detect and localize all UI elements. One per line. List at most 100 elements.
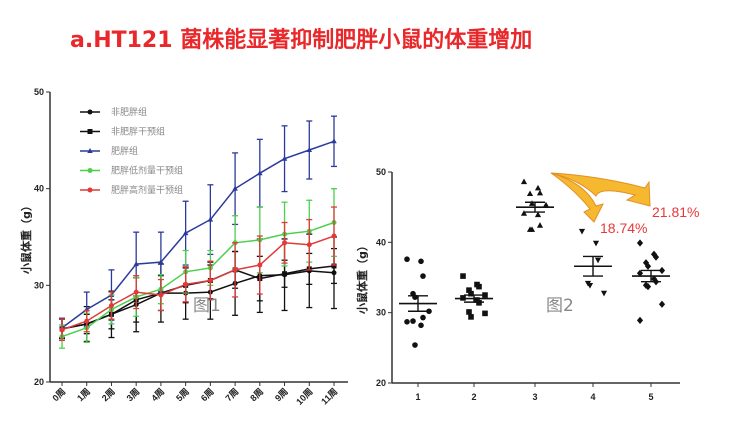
group-2 [455,273,493,320]
group-4 [574,228,612,297]
x-tick-label: 4周 [149,386,166,403]
series-line [61,235,335,331]
line-chart: 20 30 40 50 0周 1周 2周 3周 4周 5周 6周 7周 8周 9周 10周 11周 小鼠体重（g… [19,87,348,407]
data-point [466,309,472,315]
data-point [412,342,418,348]
data-point [526,190,534,197]
data-point [652,253,660,261]
data-point [636,316,644,325]
figure-label: 图2 [546,296,574,316]
data-point [306,242,312,248]
series-line [61,221,335,338]
x-tick-label: 9周 [273,386,290,403]
data-point [482,292,488,298]
legend-marker [87,129,93,134]
data-point [410,318,416,324]
data-point [282,271,288,277]
legend-label: 肥胖低剂量干预组 [111,165,183,177]
data-point [158,259,164,265]
legend-label: 肥胖组 [111,145,138,157]
series-0 [59,233,337,343]
data-point [418,322,424,329]
data-point [592,240,600,247]
data-point [578,228,586,235]
data-point [520,210,528,216]
legend-marker [87,187,93,193]
group-5 [632,239,670,325]
data-point [476,283,482,290]
legend-marker [87,148,93,153]
data-point [207,216,214,222]
data-point [232,267,238,273]
data-point [528,200,536,206]
data-point [331,263,337,269]
data-point [418,258,424,265]
data-point [536,222,544,228]
data-point [520,178,528,185]
data-point [306,147,313,152]
data-point [183,281,189,287]
x-tick-label: 1 [415,392,420,402]
group-1 [399,256,437,348]
y-tick-label: 30 [376,308,386,318]
data-point [404,319,410,325]
data-point [281,155,288,161]
percent-annotation: 18.74% [600,220,647,236]
legend-marker [87,168,93,173]
data-point [534,184,542,191]
data-point [542,201,550,208]
x-tick-label: 5 [648,392,653,402]
data-point [636,239,644,247]
x-tick-label: 7周 [224,386,241,403]
y-axis-label: 小鼠体重（g） [19,200,33,275]
data-point [331,138,337,144]
data-point [482,310,488,317]
data-point [642,259,650,267]
data-point [586,282,594,289]
legend-label: 非肥胖组 [111,106,147,118]
data-point [658,300,666,308]
group-3 [516,178,554,232]
data-point [158,292,164,298]
data-point [404,256,410,263]
x-tick-label: 1周 [75,386,92,403]
data-point [594,257,602,264]
data-point [650,250,658,258]
y-axis-label: 小鼠体重（g） [355,240,369,315]
percent-annotation: 21.81% [652,204,699,220]
x-tick-label: 10周 [294,386,315,407]
x-tick-label: 2 [471,392,476,402]
data-point [658,266,666,275]
data-point [466,287,472,293]
x-tick-label: 3 [532,392,537,402]
y-tick-label: 40 [376,237,386,247]
data-point [468,314,474,320]
data-point [420,314,426,321]
data-point [59,327,65,333]
series-1 [59,247,337,340]
data-point [476,300,482,306]
data-point [468,290,474,297]
y-tick-label: 40 [34,184,44,194]
arrow-to-group-4 [550,172,604,223]
series-3 [59,188,337,349]
data-point [460,273,466,279]
arrow-to-group-5 [550,172,651,207]
data-point [133,261,139,267]
data-point [600,290,608,297]
data-point [420,273,426,279]
data-point [182,230,189,236]
data-point [108,303,114,309]
x-tick-label: 4 [590,392,595,402]
data-point [644,262,652,270]
data-point [207,278,213,283]
data-point [282,240,288,246]
x-tick-label: 3周 [125,386,142,403]
data-point [232,185,238,191]
series-line [61,140,335,329]
data-point [257,262,263,268]
data-point [528,226,536,232]
y-tick-label: 50 [376,167,386,177]
x-tick-label: 8周 [248,386,265,403]
